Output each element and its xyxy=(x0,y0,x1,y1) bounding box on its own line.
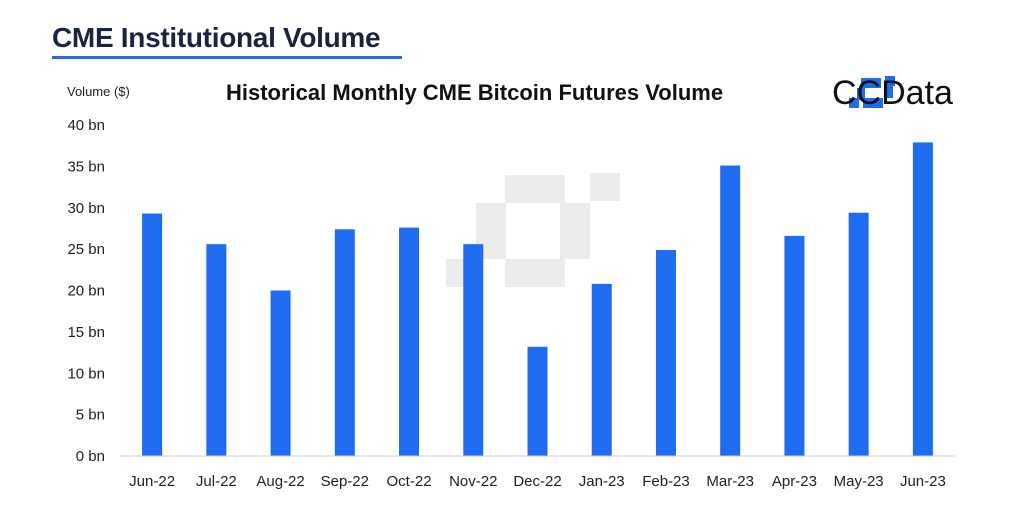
bar-dec-22 xyxy=(527,346,548,456)
y-tick-label: 10 bn xyxy=(67,365,105,382)
bar-apr-23 xyxy=(784,235,805,456)
y-tick-label: 30 bn xyxy=(67,200,105,217)
bar-jul-22 xyxy=(206,244,227,456)
bar-may-23 xyxy=(848,212,869,456)
x-tick-label: Oct-22 xyxy=(387,473,432,490)
x-tick-label: Sep-22 xyxy=(321,473,369,490)
x-tick-label: Jun-23 xyxy=(900,473,946,490)
ccdata-logo-icon xyxy=(849,76,895,108)
y-tick-label: 0 bn xyxy=(76,448,105,465)
x-tick-label: Mar-23 xyxy=(706,473,754,490)
x-tick-label: Jan-23 xyxy=(579,473,625,490)
x-tick-label: Feb-23 xyxy=(642,473,690,490)
x-axis: Jun-22 Jul-22 Aug-22 Sep-22 Oct-22 Nov-22 Dec-… xyxy=(129,473,946,490)
brand-name: CCData xyxy=(832,74,953,112)
x-tick-label: Dec-22 xyxy=(513,473,561,490)
bars xyxy=(142,142,933,457)
x-tick-label: Nov-22 xyxy=(449,473,497,490)
x-tick-label: Aug-22 xyxy=(256,473,304,490)
bar-jun-22 xyxy=(142,213,163,456)
bar-aug-22 xyxy=(270,290,291,456)
bar-jun-23 xyxy=(912,142,933,456)
y-tick-label: 15 bn xyxy=(67,324,105,341)
x-tick-label: May-23 xyxy=(834,473,884,490)
y-axis: 0 bn 5 bn 10 bn 15 bn 20 bn 25 bn 30 bn 35 bn 40… xyxy=(67,117,105,465)
bar-nov-22 xyxy=(463,244,484,456)
bar-feb-23 xyxy=(655,249,676,456)
x-tick-label: Apr-23 xyxy=(772,473,817,490)
bar-sep-22 xyxy=(334,229,355,456)
y-tick-label: 40 bn xyxy=(67,117,105,134)
y-tick-label: 5 bn xyxy=(76,407,105,424)
x-tick-label: Jun-22 xyxy=(129,473,175,490)
title-underline xyxy=(52,56,402,59)
bar-oct-22 xyxy=(399,227,420,456)
y-tick-label: 35 bn xyxy=(67,158,105,175)
bar-mar-23 xyxy=(720,165,741,457)
y-tick-label: 25 bn xyxy=(67,241,105,258)
x-tick-label: Jul-22 xyxy=(196,473,237,490)
y-axis-label: Volume ($) xyxy=(67,84,130,99)
page-title: CME Institutional Volume xyxy=(52,22,381,53)
bar-jan-23 xyxy=(591,283,612,456)
chart-title: Historical Monthly CME Bitcoin Futures V… xyxy=(226,80,724,105)
y-tick-label: 20 bn xyxy=(67,283,105,300)
